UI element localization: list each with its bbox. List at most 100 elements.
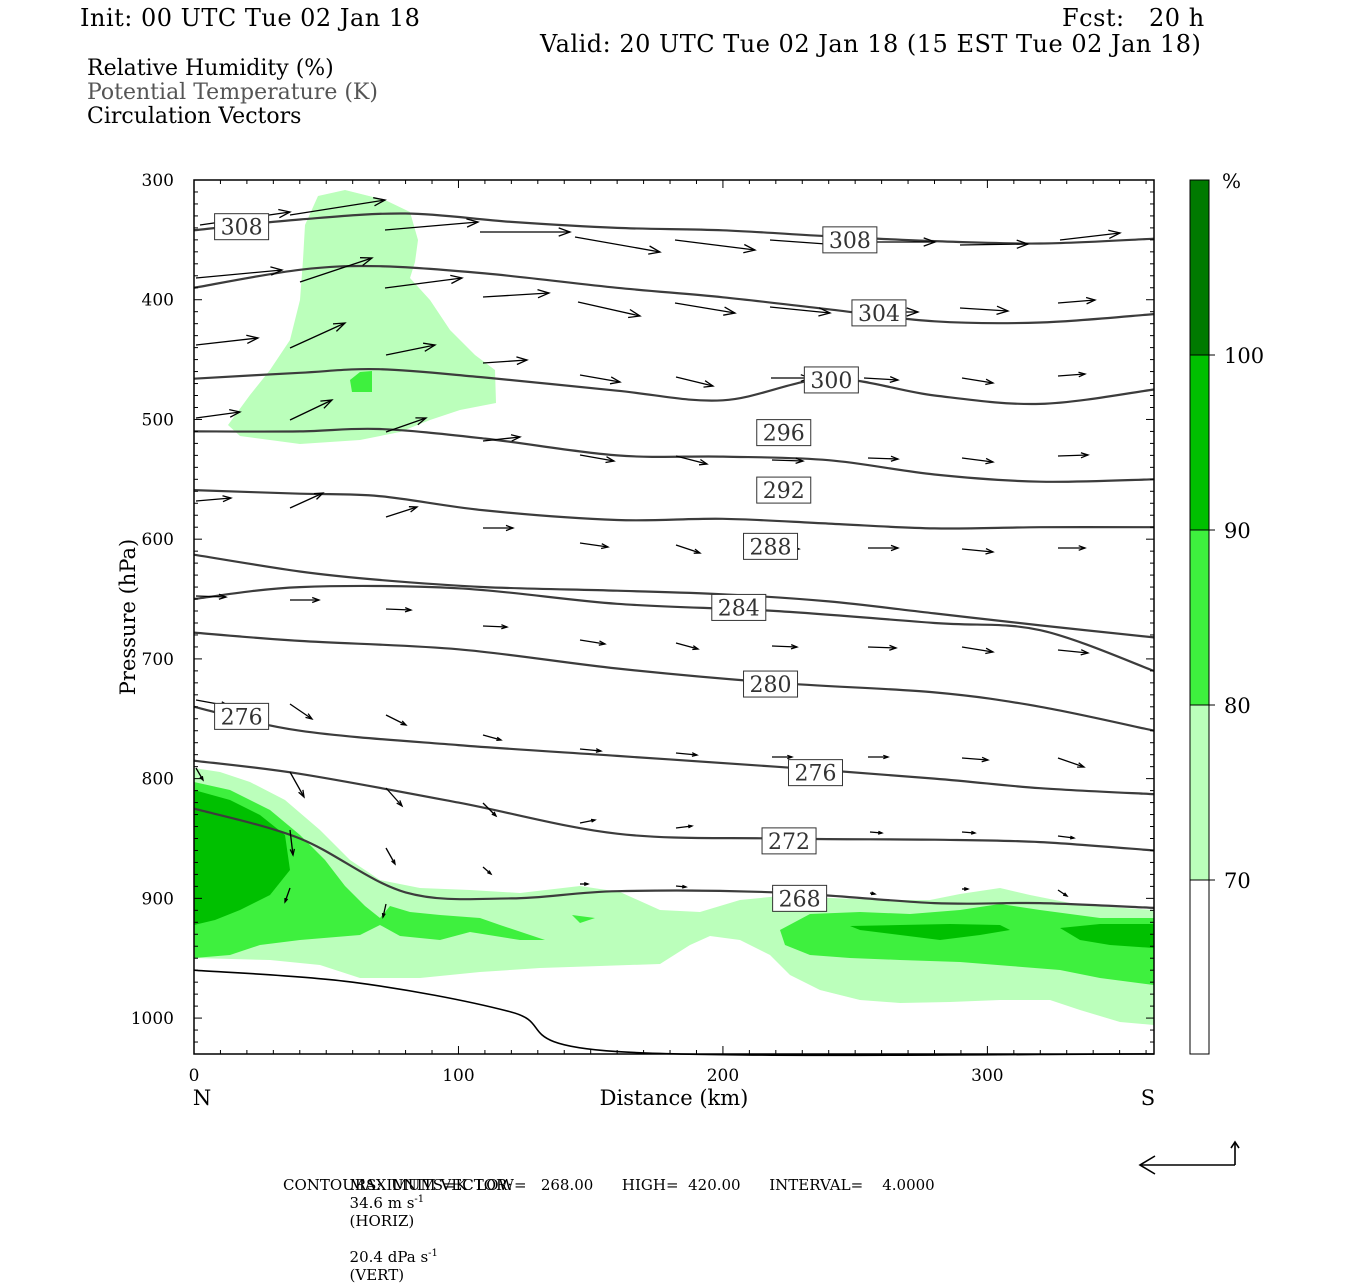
vector-arrow-30 xyxy=(195,408,242,419)
y-tick-label-800: 800 xyxy=(142,770,174,790)
vector-arrow-41 xyxy=(289,492,325,509)
end-label-north: N xyxy=(193,1086,211,1110)
vector-arrow-14 xyxy=(577,301,642,319)
vector-arrow-10 xyxy=(195,266,284,279)
theta-label-box-8 xyxy=(743,670,799,698)
vector-arrow-28 xyxy=(961,377,995,386)
vector-arrow-87 xyxy=(962,886,970,892)
theta-contour-280 xyxy=(193,631,1155,732)
theta-label-3: 300 xyxy=(810,369,852,394)
max-vector-horiz-tag: (HORIZ) xyxy=(349,1212,415,1230)
vector-arrow-74 xyxy=(579,818,597,824)
vector-arrow-23 xyxy=(482,356,529,366)
plot-frame xyxy=(193,179,1155,1055)
theta-label-8: 280 xyxy=(750,673,792,698)
vector-arrow-47 xyxy=(868,544,900,552)
vector-arrow-16 xyxy=(769,306,832,317)
vector-arrow-4 xyxy=(574,236,662,255)
theta-label-box-0 xyxy=(214,213,270,241)
vector-arrow-55 xyxy=(675,642,700,651)
theta-contour-276 xyxy=(193,705,1155,796)
vector-arrow-42 xyxy=(385,506,419,518)
valid-time: Valid: 20 UTC Tue 02 Jan 18 (15 EST Tue … xyxy=(540,30,1202,58)
rh-90-right xyxy=(850,924,1010,940)
theta-contour-272 xyxy=(193,759,1155,852)
vector-arrow-13 xyxy=(482,288,551,299)
vector-arrow-79 xyxy=(1057,835,1076,840)
vector-arrow-18 xyxy=(959,305,1010,316)
reference-vector-icon xyxy=(1138,1140,1240,1175)
vector-arrow-57 xyxy=(867,644,898,651)
vector-arrow-43 xyxy=(483,524,515,532)
vector-arrow-72 xyxy=(385,787,404,808)
vector-arrow-54 xyxy=(579,639,607,646)
x-tick-label-200: 200 xyxy=(707,1066,739,1086)
vector-arrow-44 xyxy=(579,542,610,550)
y-tick-label-600: 600 xyxy=(142,530,174,550)
theta-label-box-5 xyxy=(756,476,812,504)
vector-arrow-78 xyxy=(961,830,977,835)
theta-label-0: 308 xyxy=(221,216,263,241)
theta-contour-284 xyxy=(193,584,1155,672)
vector-arrow-66 xyxy=(772,754,794,760)
vector-arrow-33 xyxy=(482,434,522,442)
vector-arrow-88 xyxy=(1057,889,1069,898)
theta-label-12: 268 xyxy=(779,887,821,912)
colorbar: % 70 80 90 100 xyxy=(1189,169,1264,1055)
forecast-hour: Fcst: 20 h xyxy=(1062,4,1205,32)
colorbar-below-70 xyxy=(1189,879,1210,1055)
vector-arrow-75 xyxy=(675,824,694,829)
y-tick-label-1000: 1000 xyxy=(131,1009,174,1029)
vector-arrow-59 xyxy=(1057,649,1090,656)
vector-arrow-15 xyxy=(674,302,737,316)
init-time: Init: 00 UTC Tue 02 Jan 18 xyxy=(80,4,421,32)
vector-arrow-5 xyxy=(674,239,757,254)
vector-arrow-80 xyxy=(289,829,296,857)
rh-90-core xyxy=(194,790,290,925)
theta-label-11: 272 xyxy=(768,830,810,855)
vector-arrow-50 xyxy=(195,593,228,600)
rh-80-patch xyxy=(572,915,595,923)
end-label-south: S xyxy=(1141,1086,1155,1110)
rh-80-spot xyxy=(350,371,372,392)
rh-70-plume xyxy=(228,190,496,444)
vector-arrow-83 xyxy=(580,881,590,887)
x-tick-label-100: 100 xyxy=(442,1066,474,1086)
vector-arrow-37 xyxy=(867,455,900,462)
vector-arrow-69 xyxy=(1057,757,1086,768)
vector-arrow-38 xyxy=(961,457,995,465)
vector-arrow-24 xyxy=(579,374,622,385)
max-vector-vert: 20.4 dPa s xyxy=(349,1248,429,1266)
theta-label-1: 308 xyxy=(829,229,871,254)
theta-contour-308 xyxy=(193,212,1155,245)
colorbar-100 xyxy=(1189,179,1210,356)
theta-label-2: 304 xyxy=(858,302,900,327)
colorbar-80 xyxy=(1189,529,1210,706)
vector-arrow-48 xyxy=(961,548,995,555)
vector-arrow-73 xyxy=(482,802,498,818)
vector-arrow-71 xyxy=(289,771,305,799)
rh-90-right2 xyxy=(1060,924,1154,948)
vector-arrow-67 xyxy=(868,754,890,760)
vector-arrow-40 xyxy=(195,495,233,503)
max-vector-label: MAXIMUM VECTOR: xyxy=(349,1176,513,1194)
vector-arrow-81 xyxy=(385,847,396,866)
vector-arrow-51 xyxy=(290,596,321,604)
vector-arrow-39 xyxy=(1057,452,1090,459)
theta-label-box-11 xyxy=(761,827,817,855)
vector-arrow-90 xyxy=(381,903,387,919)
vector-arrow-56 xyxy=(771,643,799,650)
vector-arrow-63 xyxy=(482,734,503,742)
surface-line xyxy=(193,969,1155,1057)
vector-arrow-12 xyxy=(384,274,464,289)
vector-arrow-20 xyxy=(195,334,260,346)
vector-arrow-86 xyxy=(869,891,877,896)
vector-arrow-53 xyxy=(482,624,509,630)
x-tick-label-0: 0 xyxy=(189,1066,200,1086)
vector-arrow-2 xyxy=(384,218,480,231)
theta-label-box-4 xyxy=(756,419,812,447)
vector-arrow-35 xyxy=(675,455,709,466)
theta-labels: 308 308 304 300 296 292 288 284 280 276 276 272 268 xyxy=(214,213,907,912)
theta-label-7: 284 xyxy=(718,596,760,621)
vector-arrow-31 xyxy=(289,399,334,421)
